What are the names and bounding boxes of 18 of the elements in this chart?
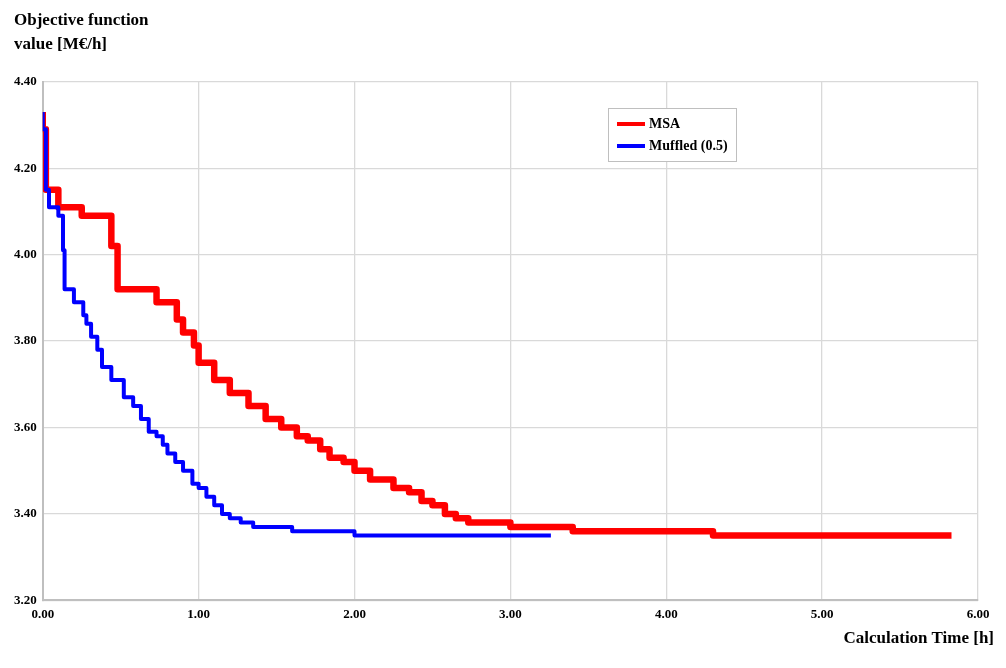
x-tick-label: 5.00 [810, 605, 834, 621]
x-tick-label: 4.00 [654, 605, 678, 621]
legend-label: MSA [649, 116, 681, 132]
y-tick-label: 3.80 [14, 332, 37, 348]
y-tick-label: 4.40 [14, 73, 37, 89]
y-axis-title: Objective function value [M€/h] [14, 9, 150, 55]
y-tick-label: 3.20 [14, 591, 37, 607]
y-tick-label: 3.60 [14, 418, 37, 434]
y-tick-label: 3.40 [14, 505, 37, 521]
x-axis-title: Calculation Time [h] [842, 628, 995, 648]
y-tick-label: 4.00 [14, 246, 37, 262]
y-tick-label: 4.20 [14, 159, 37, 175]
x-tick-label: 3.00 [499, 605, 522, 621]
x-tick-label: 6.00 [966, 605, 990, 621]
legend-label: Muffled (0.5) [649, 138, 728, 154]
x-tick-label: 1.00 [187, 605, 210, 621]
x-tick-label: 2.00 [343, 605, 366, 621]
x-tick-label: 0.00 [31, 605, 55, 621]
